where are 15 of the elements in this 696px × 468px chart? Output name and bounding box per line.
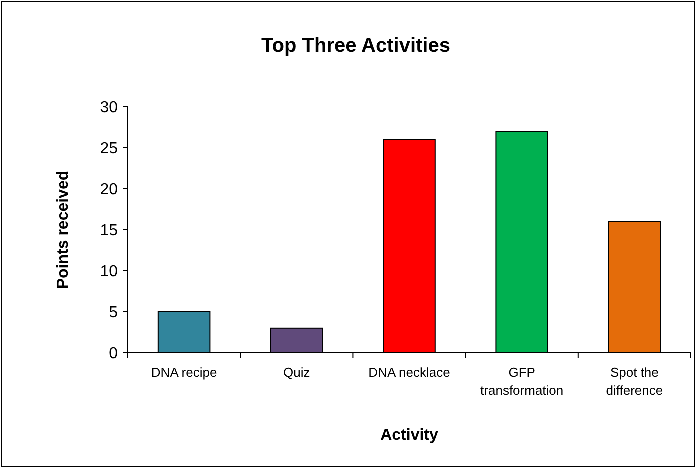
x-axis-title: Activity (380, 427, 438, 444)
x-tick-label: Quiz (284, 365, 310, 380)
y-tick-label: 10 (100, 264, 118, 281)
x-tick-label: DNA recipe (151, 365, 218, 380)
y-tick-label: 30 (100, 100, 118, 117)
x-tick-label: Spot the difference (606, 365, 664, 398)
x-tick-label: GFP transformation (480, 365, 564, 398)
y-axis-title: Points received (55, 170, 72, 290)
y-tick-label: 25 (100, 140, 118, 158)
chart-title: Top Three Activities (262, 35, 450, 57)
y-tick-label: 15 (100, 222, 118, 240)
y-tick-label: 0 (109, 346, 118, 363)
y-tick-label: 5 (109, 304, 118, 322)
y-tick-label: 20 (100, 182, 118, 199)
x-tick-label: DNA necklace (368, 365, 450, 380)
